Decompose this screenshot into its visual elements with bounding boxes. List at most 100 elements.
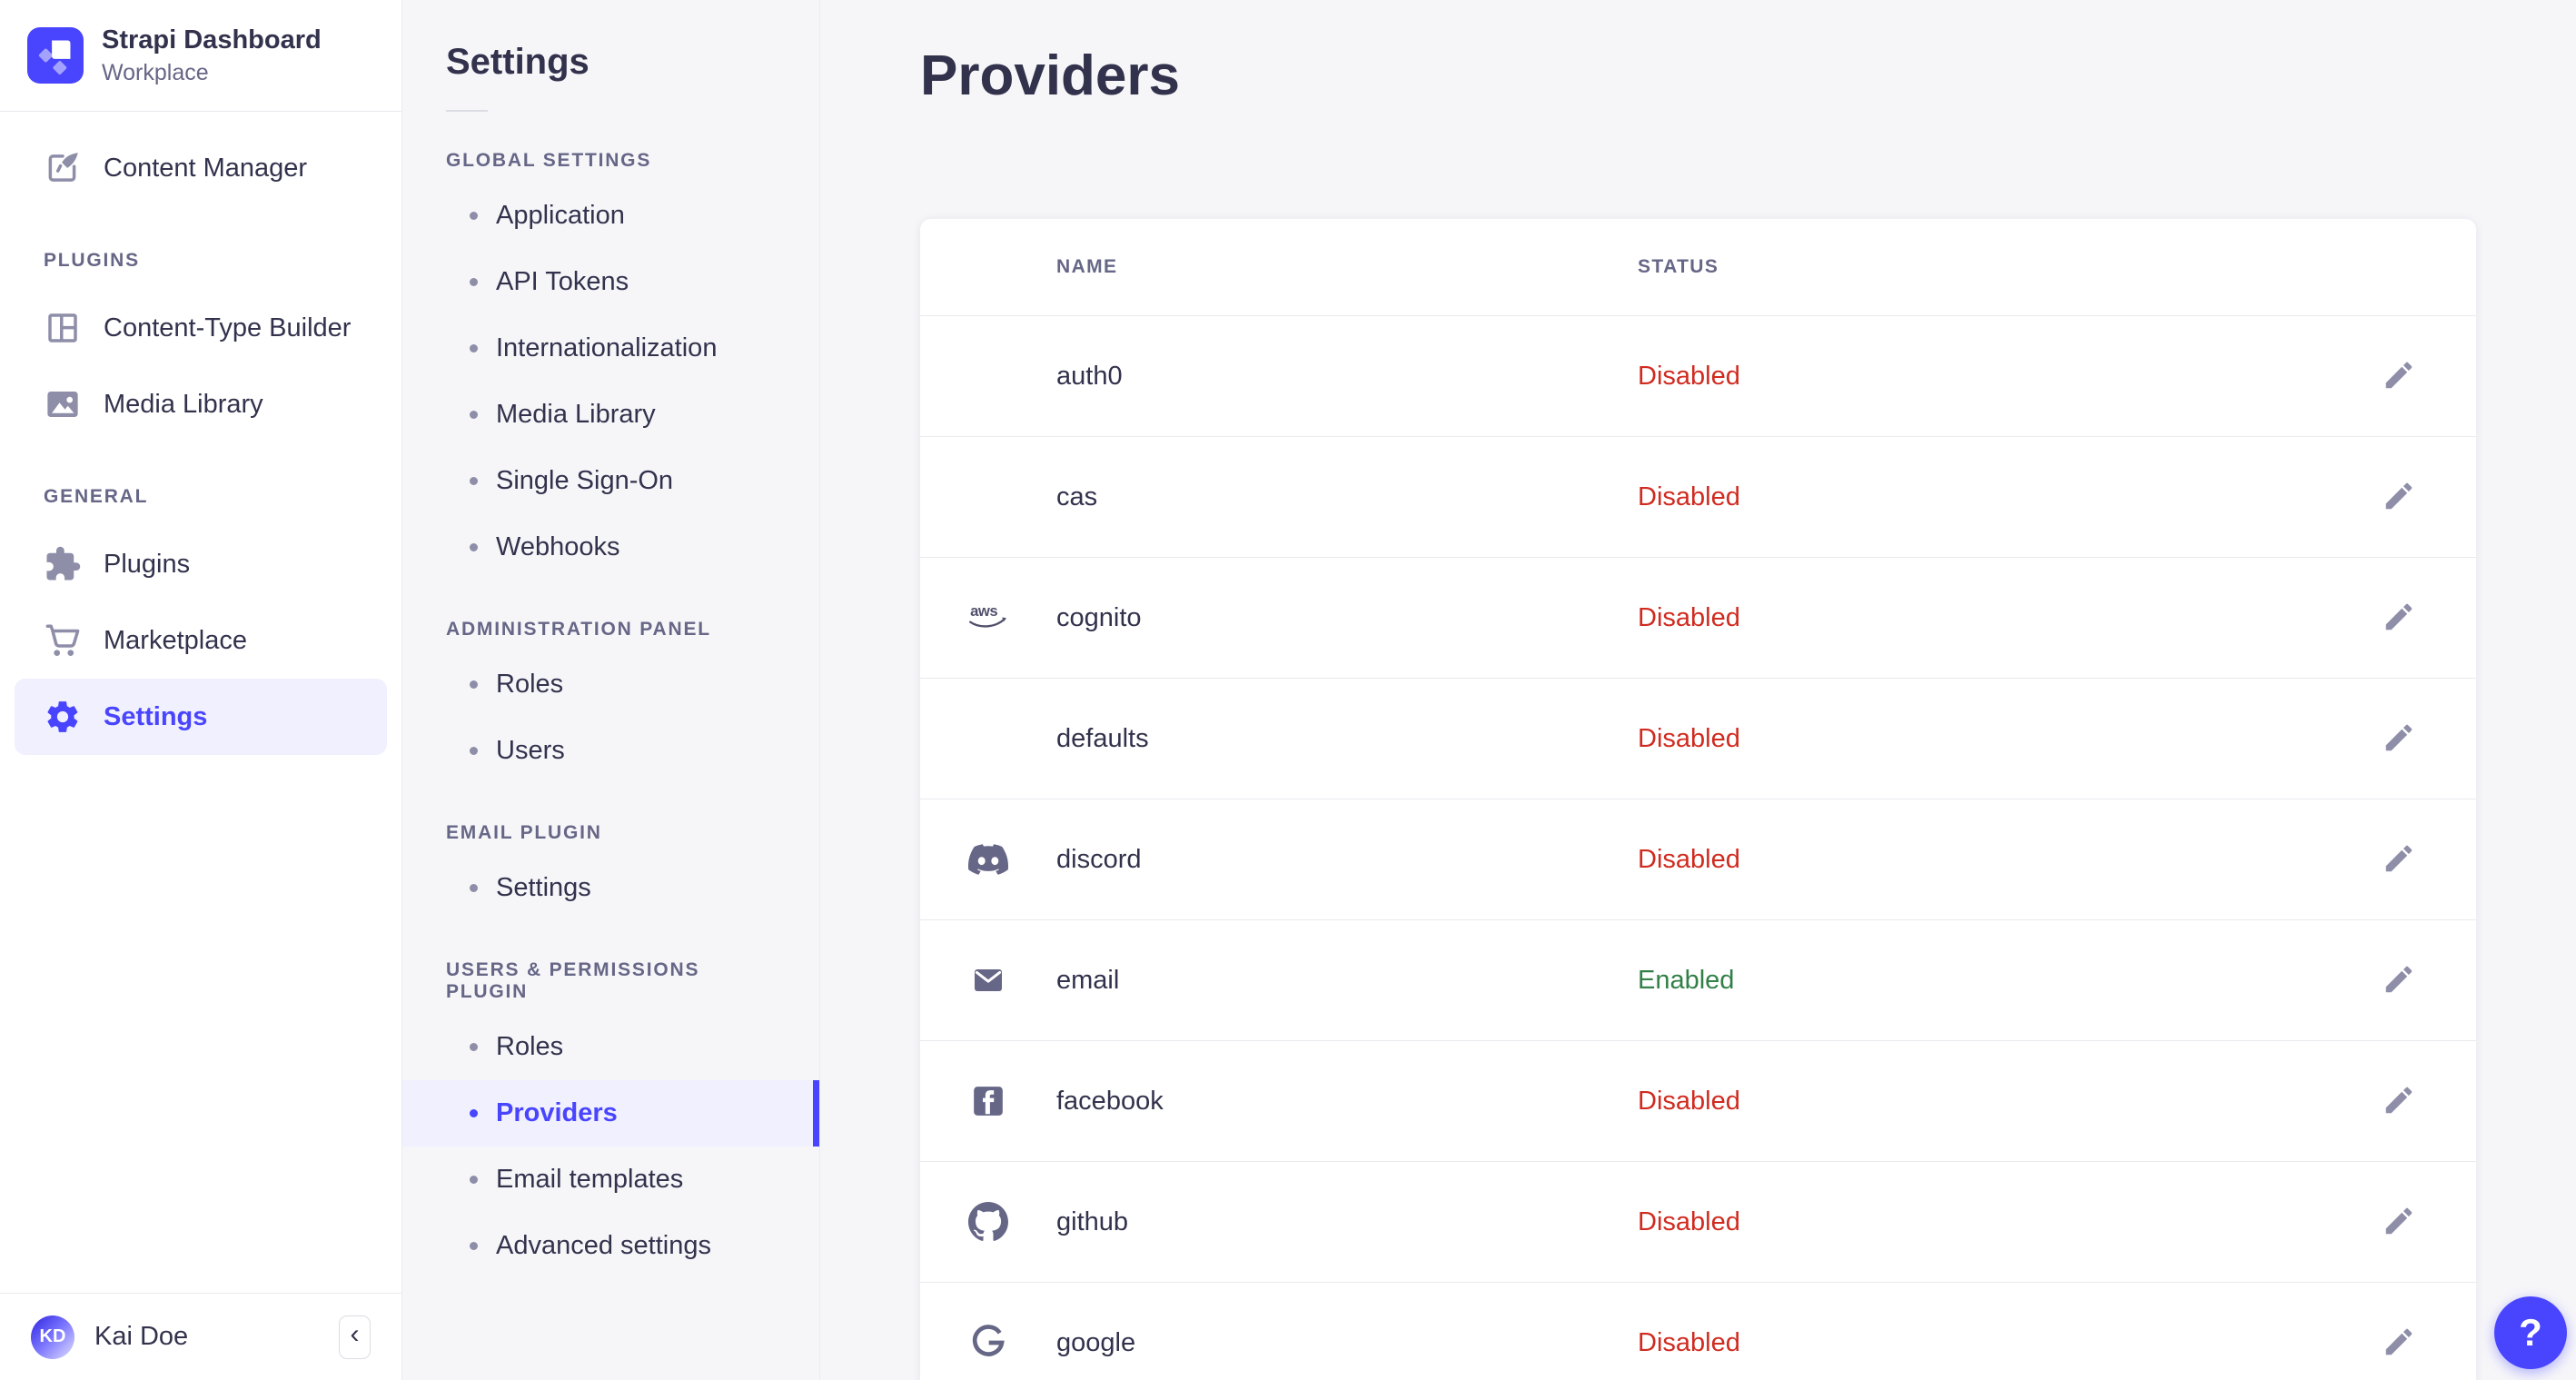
email-icon (970, 964, 1006, 997)
page-title: Providers (920, 45, 1181, 107)
edit-button[interactable] (2377, 1079, 2421, 1123)
table-row-defaults: defaults Disabled (920, 678, 2476, 799)
bullet-icon (470, 1176, 478, 1184)
pencil-icon (2382, 1083, 2416, 1120)
sidebar-item-marketplace[interactable]: Marketplace (15, 602, 387, 679)
main-content: Providers NAME STATUS auth0 Disabled cas… (820, 0, 2576, 1380)
bullet-icon (470, 344, 478, 352)
provider-name: email (1056, 965, 1120, 995)
edit-button[interactable] (2377, 838, 2421, 881)
sidebar-item-settings[interactable]: Settings (15, 679, 387, 756)
subnav-item-up-roles[interactable]: Roles (402, 1014, 819, 1080)
bullet-icon (470, 1242, 478, 1250)
table-row-github: github Disabled (920, 1161, 2476, 1282)
edit-button[interactable] (2377, 475, 2421, 519)
edit-button[interactable] (2377, 717, 2421, 760)
status-badge: Disabled (1638, 844, 1740, 874)
providers-table-card: NAME STATUS auth0 Disabled cas Disabled (920, 219, 2476, 1380)
help-button[interactable]: ? (2494, 1296, 2567, 1369)
table-row-discord: discord Disabled (920, 799, 2476, 919)
marketplace-icon (44, 621, 82, 660)
user-name: Kai Doe (94, 1322, 189, 1351)
subnav-section-users-permissions-plugin: USERS & PERMISSIONS PLUGIN (446, 959, 700, 1002)
subnav-item-application[interactable]: Application (402, 183, 819, 249)
provider-name: github (1056, 1206, 1129, 1236)
pencil-icon (2382, 600, 2416, 637)
edit-button[interactable] (2377, 354, 2421, 398)
table-header-row: NAME STATUS (920, 219, 2476, 315)
sidebar-item-label: Settings (104, 701, 208, 731)
bullet-icon (470, 411, 478, 419)
workspace-name: Workplace (102, 59, 209, 85)
bullet-icon (470, 543, 478, 551)
question-mark-icon: ? (2519, 1311, 2542, 1354)
facebook-icon (971, 1084, 1006, 1118)
brand[interactable]: Strapi Dashboard Workplace (0, 0, 401, 113)
sidebar-item-media-library[interactable]: Media Library (15, 366, 387, 442)
provider-name: auth0 (1056, 361, 1123, 391)
google-icon (970, 1325, 1006, 1361)
edit-button[interactable] (2377, 596, 2421, 640)
sidebar-item-label: Content Manager (104, 153, 308, 183)
avatar: KD (31, 1315, 74, 1359)
github-icon (968, 1202, 1008, 1242)
subnav-item-api-tokens[interactable]: API Tokens (402, 249, 819, 315)
table-row-cognito: aws cognito Disabled (920, 557, 2476, 678)
column-header-status: STATUS (1638, 256, 1719, 277)
sidebar-section-general: GENERAL (44, 486, 149, 508)
status-badge: Disabled (1638, 482, 1740, 511)
bullet-icon (470, 884, 478, 892)
pencil-icon (2382, 720, 2416, 758)
subnav-item-advanced-settings[interactable]: Advanced settings (402, 1213, 819, 1279)
bullet-icon (470, 1043, 478, 1051)
sidebar-item-content-type-builder[interactable]: Content-Type Builder (15, 290, 387, 366)
bullet-icon (470, 1109, 478, 1117)
aws-icon: aws (966, 601, 1010, 634)
edit-button[interactable] (2377, 1200, 2421, 1244)
subnav-item-media-library[interactable]: Media Library (402, 382, 819, 448)
subnav-item-internationalization[interactable]: Internationalization (402, 315, 819, 382)
settings-subnav: Settings GLOBAL SETTINGS Application API… (402, 0, 820, 1380)
column-header-name: NAME (1056, 256, 1118, 277)
provider-name: cas (1056, 482, 1098, 511)
provider-name: discord (1056, 844, 1142, 874)
gear-icon (44, 698, 82, 736)
status-badge: Enabled (1638, 965, 1735, 995)
bullet-icon (470, 747, 478, 755)
pencil-icon (2382, 841, 2416, 879)
sidebar-item-content-manager[interactable]: Content Manager (15, 130, 387, 206)
status-badge: Disabled (1638, 723, 1740, 753)
provider-name: facebook (1056, 1086, 1164, 1116)
edit-button[interactable] (2377, 958, 2421, 1002)
table-row-auth0: auth0 Disabled (920, 315, 2476, 436)
strapi-logo-icon (27, 27, 84, 84)
subnav-item-single-sign-on[interactable]: Single Sign-On (402, 448, 819, 514)
subnav-item-webhooks[interactable]: Webhooks (402, 514, 819, 581)
provider-name: defaults (1056, 723, 1149, 753)
subnav-section-email-plugin: EMAIL PLUGIN (446, 822, 602, 843)
table-row-google: google Disabled (920, 1282, 2476, 1380)
subnav-item-providers[interactable]: Providers (402, 1080, 819, 1147)
subnav-item-email-templates[interactable]: Email templates (402, 1147, 819, 1213)
edit-button[interactable] (2377, 1321, 2421, 1365)
sidebar-section-plugins: PLUGINS (44, 250, 140, 272)
title-divider (446, 110, 488, 112)
content-manager-icon (44, 149, 82, 187)
app-title: Strapi Dashboard (102, 25, 322, 55)
subnav-item-admin-roles[interactable]: Roles (402, 651, 819, 718)
sidebar-item-label: Content-Type Builder (104, 313, 352, 343)
table-row-cas: cas Disabled (920, 436, 2476, 557)
content-type-builder-icon (44, 309, 82, 347)
sidebar-item-label: Media Library (104, 389, 263, 419)
sidebar-item-label: Plugins (104, 549, 191, 579)
pencil-icon (2382, 358, 2416, 395)
table-row-email: email Enabled (920, 919, 2476, 1040)
sidebar-item-plugins[interactable]: Plugins (15, 526, 387, 602)
subnav-item-admin-users[interactable]: Users (402, 718, 819, 784)
collapse-sidebar-button[interactable]: ‹ (339, 1315, 371, 1359)
status-badge: Disabled (1638, 1086, 1740, 1116)
subnav-section-administration-panel: ADMINISTRATION PANEL (446, 619, 711, 640)
status-badge: Disabled (1638, 1327, 1740, 1357)
pencil-icon (2382, 1325, 2416, 1362)
subnav-item-email-settings[interactable]: Settings (402, 855, 819, 921)
